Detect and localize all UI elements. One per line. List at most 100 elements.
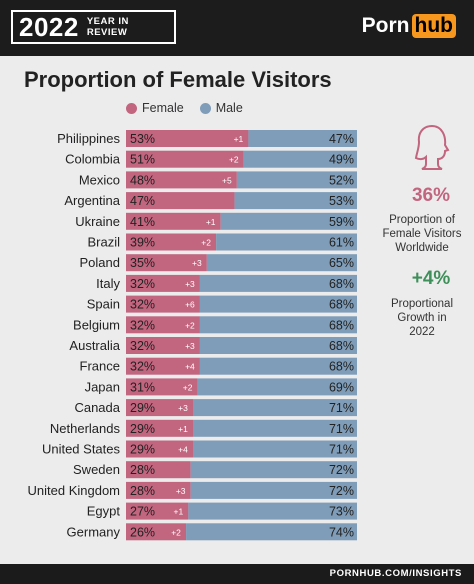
male-value-label: 68% xyxy=(329,277,354,291)
male-bar xyxy=(190,461,357,479)
growth-change-label: +2 xyxy=(201,238,211,248)
female-bar xyxy=(126,337,200,354)
female-value-label: 35% xyxy=(130,256,155,270)
country-label: Belgium xyxy=(73,317,120,332)
male-bar xyxy=(197,378,357,396)
female-bar xyxy=(126,461,191,479)
male-bar xyxy=(199,357,357,375)
stacked-bar-chart: Philippines 53% 47% +1 Colombia 51% 49% +2 Mexic… xyxy=(28,130,357,541)
female-value-label: 32% xyxy=(130,318,155,332)
male-value-label: 68% xyxy=(329,318,354,332)
legend-swatch-female xyxy=(126,102,137,114)
male-bar xyxy=(248,130,357,147)
female-value-label: 51% xyxy=(130,153,155,167)
female-bar xyxy=(126,502,189,520)
male-value-label: 72% xyxy=(329,484,354,498)
female-value-label: 27% xyxy=(130,505,155,519)
male-value-label: 53% xyxy=(329,194,354,208)
female-value-label: 47% xyxy=(130,194,155,208)
female-value-label: 48% xyxy=(130,173,155,187)
male-value-label: 73% xyxy=(329,505,354,519)
year-text-line2: REVIEW xyxy=(86,27,128,38)
male-value-label: 71% xyxy=(329,401,354,415)
female-bar xyxy=(126,171,237,189)
country-label: Australia xyxy=(69,338,120,353)
country-label: Brazil xyxy=(87,235,120,250)
country-label: United Kingdom xyxy=(28,483,121,498)
footer-link-text: PORNHUB.COM/INSIGHTS xyxy=(329,568,462,579)
growth-change-label: +3 xyxy=(176,486,186,496)
year-in-review-badge: 2022 YEAR IN REVIEW xyxy=(11,10,176,44)
male-bar xyxy=(234,192,357,210)
female-bar xyxy=(126,130,249,147)
female-value-label: 28% xyxy=(130,463,155,477)
male-value-label: 71% xyxy=(329,443,354,457)
male-value-label: 69% xyxy=(329,380,354,394)
year-in-review-text: YEAR IN REVIEW xyxy=(87,16,129,38)
country-label: Egypt xyxy=(87,504,121,519)
growth-change-label: +2 xyxy=(229,155,239,165)
chart-card: Proportion of Female Visitors Female Mal… xyxy=(0,56,474,564)
desc1-line1: Proportion of xyxy=(389,214,455,226)
female-value-label: 32% xyxy=(130,277,155,291)
female-head-silhouette-icon xyxy=(414,124,450,170)
country-label: United States xyxy=(42,442,121,457)
male-bar xyxy=(188,502,357,520)
country-label: Sweden xyxy=(73,462,120,477)
legend-label-female: Female xyxy=(142,101,184,115)
country-label: Italy xyxy=(96,276,120,291)
female-bar xyxy=(126,316,200,334)
male-bar xyxy=(199,295,357,313)
male-value-label: 68% xyxy=(329,339,354,353)
country-label: Germany xyxy=(67,524,121,539)
male-value-label: 65% xyxy=(329,256,354,270)
growth-change-label: +1 xyxy=(174,507,184,517)
legend-label-male: Male xyxy=(215,101,243,115)
male-value-label: 71% xyxy=(329,422,354,436)
legend-item-female: Female xyxy=(126,101,184,115)
male-value-label: 68% xyxy=(329,360,354,374)
male-value-label: 72% xyxy=(329,463,354,477)
female-value-label: 32% xyxy=(130,339,155,353)
male-value-label: 61% xyxy=(329,236,354,250)
chart-legend: Female Male xyxy=(126,101,259,115)
female-value-label: 29% xyxy=(130,443,155,457)
desc1-line3: Worldwide xyxy=(395,242,449,254)
male-bar xyxy=(243,150,357,168)
growth-change-label: +1 xyxy=(178,424,188,434)
female-value-label: 53% xyxy=(130,132,155,146)
female-bar xyxy=(126,399,193,417)
country-label: Ukraine xyxy=(75,214,120,229)
growth-change-label: +2 xyxy=(183,382,193,392)
male-value-label: 47% xyxy=(329,132,354,146)
female-bar xyxy=(126,254,207,272)
chart-title: Proportion of Female Visitors xyxy=(24,67,332,92)
male-value-label: 74% xyxy=(329,525,354,539)
male-bar xyxy=(216,233,357,251)
brand-logo-part2: hub xyxy=(411,14,456,38)
female-value-label: 29% xyxy=(130,422,155,436)
female-bar xyxy=(126,233,217,251)
growth-change-label: +5 xyxy=(222,175,232,185)
desc2-line2: Growth in xyxy=(397,312,447,324)
female-bar xyxy=(126,357,200,375)
female-bar xyxy=(126,150,244,168)
growth-change-label: +1 xyxy=(234,134,244,144)
growth-change-label: +2 xyxy=(171,527,181,537)
desc2-line3: 2022 xyxy=(409,326,435,338)
male-bar xyxy=(192,440,357,458)
male-bar xyxy=(199,337,357,354)
header-bar: 2022 YEAR IN REVIEW Porn hub xyxy=(0,0,474,56)
male-bar xyxy=(192,399,357,417)
male-bar xyxy=(220,212,357,230)
male-value-label: 52% xyxy=(329,173,354,187)
growth-change-label: +3 xyxy=(185,341,195,351)
proportional-growth-description: Proportional Growth in 2022 xyxy=(370,297,474,339)
growth-change-label: +1 xyxy=(206,217,216,227)
proportional-growth-value: +4% xyxy=(411,268,451,289)
male-value-label: 59% xyxy=(329,215,354,229)
female-bar xyxy=(126,274,200,292)
male-bar xyxy=(199,274,357,292)
female-value-label: 41% xyxy=(130,215,155,229)
country-label: France xyxy=(80,359,120,374)
